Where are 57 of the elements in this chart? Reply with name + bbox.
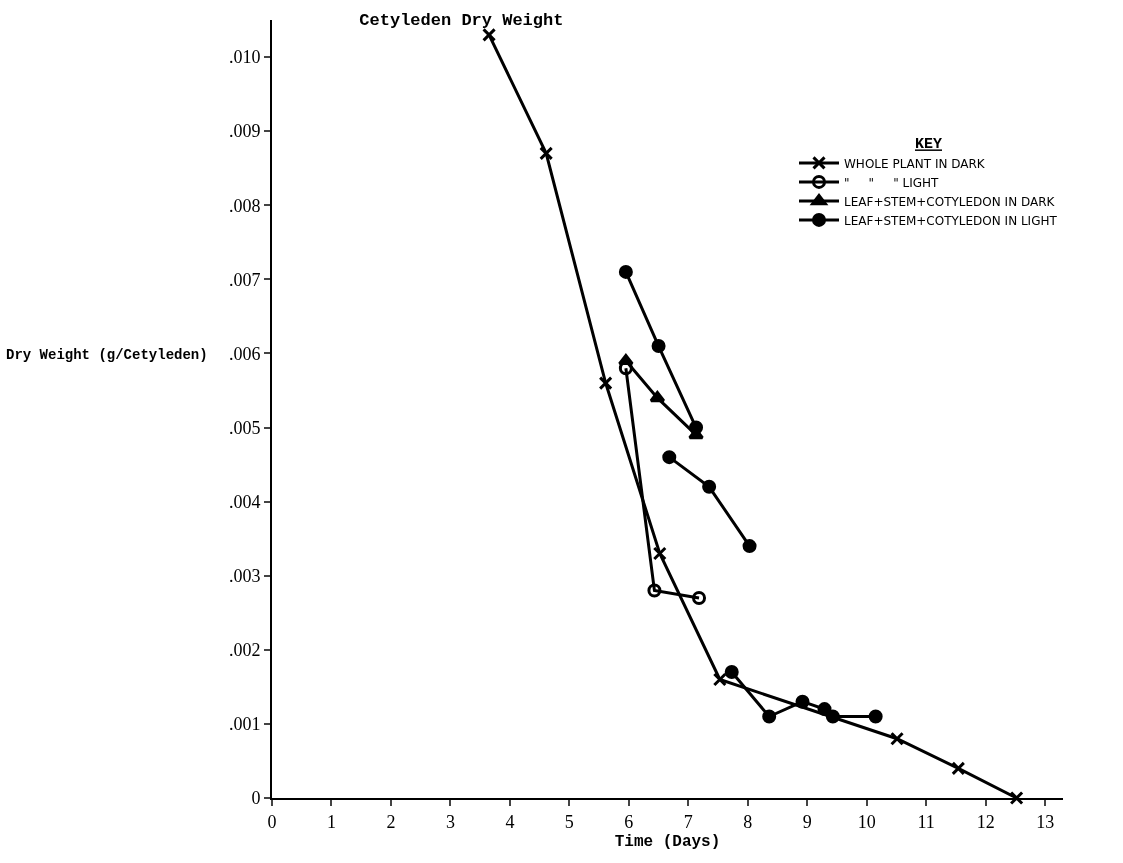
x-tick-label: 4 bbox=[505, 811, 515, 832]
x-axis-title: Time (Days) bbox=[614, 832, 721, 851]
point bbox=[649, 390, 666, 403]
y-tick-label: 0 bbox=[251, 788, 261, 809]
x-tick-label: 11 bbox=[917, 811, 935, 832]
x-tick-label: 5 bbox=[564, 811, 574, 832]
chart-title: Cetyleden Dry Weight bbox=[359, 10, 564, 30]
point bbox=[702, 479, 717, 494]
x-tick-label: 10 bbox=[857, 811, 876, 832]
y-tick-label: .010 bbox=[228, 47, 261, 68]
x-tick-label: 12 bbox=[976, 811, 995, 832]
legend-title: KEY bbox=[914, 136, 943, 154]
point bbox=[647, 583, 662, 598]
point bbox=[482, 27, 497, 42]
point bbox=[652, 546, 667, 561]
y-tick-label: .006 bbox=[228, 343, 261, 364]
point bbox=[951, 761, 966, 776]
point bbox=[1009, 791, 1024, 805]
point bbox=[762, 709, 777, 724]
y-axis-title: Dry Weight (g/Cetyleden) bbox=[6, 347, 208, 363]
point bbox=[817, 702, 832, 717]
y-tick-label: .009 bbox=[228, 121, 261, 142]
point bbox=[712, 672, 727, 687]
point bbox=[618, 353, 634, 366]
point bbox=[868, 709, 883, 724]
x-tick-label: 0 bbox=[267, 811, 277, 832]
legend-label: WHOLE PLANT IN DARK bbox=[844, 156, 986, 171]
point bbox=[724, 665, 739, 680]
point bbox=[825, 709, 840, 724]
legend-label: LEAF+STEM+COTYLEDON IN LIGHT bbox=[844, 213, 1058, 228]
y-tick-label: .007 bbox=[228, 269, 261, 290]
point bbox=[795, 694, 810, 709]
point bbox=[662, 450, 677, 465]
legend-label: " " " LIGHT bbox=[844, 175, 940, 190]
y-tick-label: .002 bbox=[228, 640, 261, 661]
point bbox=[598, 376, 613, 391]
x-tick-label: 9 bbox=[802, 811, 812, 832]
point bbox=[890, 731, 905, 746]
y-tick-label: .008 bbox=[228, 195, 261, 216]
x-tick-label: 8 bbox=[743, 811, 753, 832]
x-tick-label: 6 bbox=[624, 811, 634, 832]
y-tick-label: .001 bbox=[228, 714, 261, 735]
x-tick-label: 3 bbox=[445, 811, 455, 832]
point bbox=[651, 339, 666, 354]
point bbox=[539, 146, 554, 161]
x-tick-label: 1 bbox=[326, 811, 336, 832]
y-tick-label: .005 bbox=[228, 417, 261, 438]
point bbox=[692, 590, 707, 605]
y-tick-label: .004 bbox=[228, 491, 261, 512]
point bbox=[618, 264, 633, 279]
legend-label: LEAF+STEM+COTYLEDON IN DARK bbox=[844, 194, 1056, 209]
point bbox=[742, 539, 757, 554]
point bbox=[689, 420, 704, 435]
x-tick-label: 2 bbox=[386, 811, 396, 832]
x-tick-label: 13 bbox=[1036, 811, 1055, 832]
y-tick-label: .003 bbox=[228, 566, 261, 587]
x-tick-label: 7 bbox=[683, 811, 693, 832]
